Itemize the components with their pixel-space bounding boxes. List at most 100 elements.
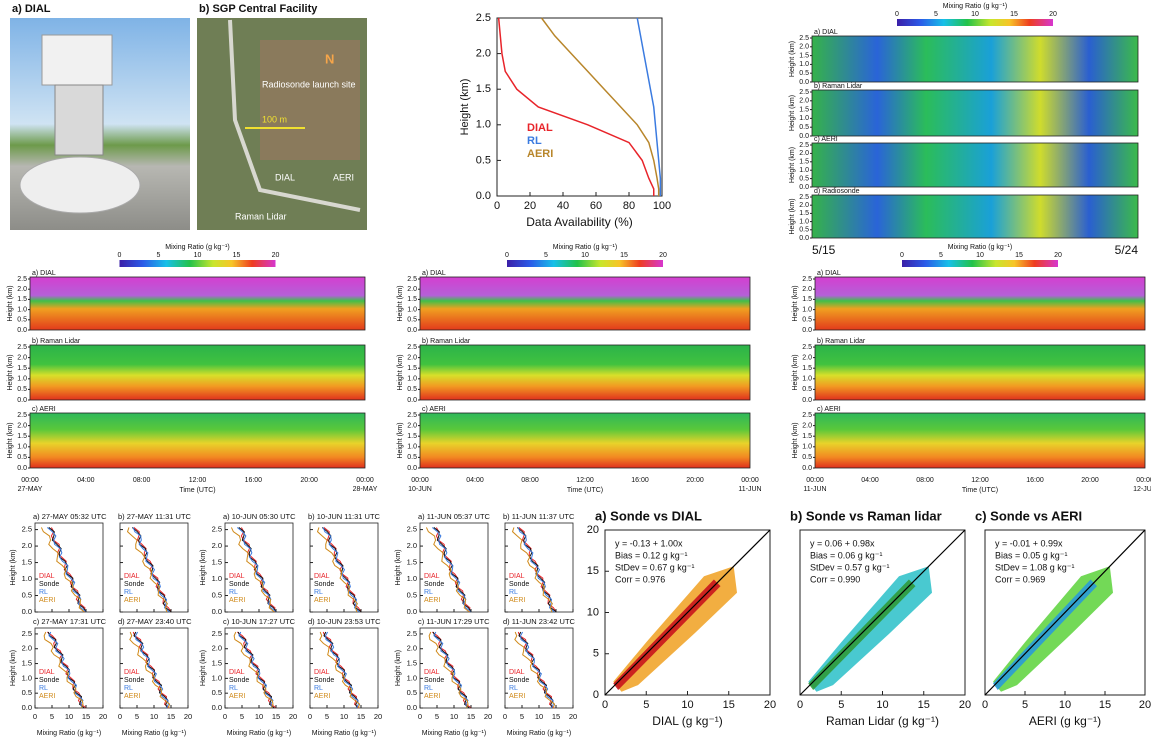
time-height-panel	[811, 194, 1139, 239]
profile-frame	[34, 522, 104, 613]
date-label: 11-JUN	[738, 486, 761, 493]
series-line	[497, 17, 655, 196]
panel-label: a) DIAL	[32, 270, 56, 277]
time-label: 12:00	[576, 477, 594, 484]
x-tick-label: 10	[255, 712, 263, 721]
x-tick-label: 20	[289, 712, 297, 721]
legend-entry: Sonde	[39, 677, 59, 684]
profile-title: a) 10-JUN 05:30 UTC	[223, 512, 296, 521]
legend-entry: Sonde	[229, 581, 249, 588]
road	[228, 19, 361, 212]
y-axis-label: Height (km)	[7, 354, 14, 390]
x-axis-label: Mixing Ratio (g kg⁻¹)	[312, 730, 376, 737]
y-tick-label: 2.0	[17, 354, 27, 361]
legend-entry: RL	[424, 589, 433, 596]
x-tick-label: 0	[118, 712, 122, 721]
y-tick-label: 1.0	[22, 574, 32, 583]
series-line	[636, 17, 662, 196]
legend-entry: Sonde	[509, 677, 529, 684]
y-tick-label: 0	[593, 689, 599, 701]
time-label: 00:00	[1136, 477, 1151, 484]
profile-curve	[520, 631, 554, 709]
x-axis-label: Mixing Ratio (g kg⁻¹)	[37, 730, 101, 737]
x-tick-label: 5	[643, 699, 649, 711]
time-label: 20:00	[1081, 477, 1099, 484]
profile-curve	[40, 527, 85, 613]
profile-curve	[322, 527, 360, 613]
x-tick-label: 5	[435, 712, 439, 721]
y-tick-label: 2.0	[22, 644, 32, 653]
y-tick-label: 0.0	[212, 703, 222, 712]
y-tick-label: 2.5	[407, 525, 417, 534]
x-tick-label: 20	[1139, 699, 1151, 711]
legend-entry: AERI	[229, 693, 245, 700]
profile-frame	[419, 627, 489, 709]
colorbar-tick: 15	[620, 252, 628, 259]
map-label: AERI	[333, 172, 354, 182]
x-tick-label: 0	[602, 699, 608, 711]
y-tick-label: 1.0	[799, 61, 809, 68]
legend-entry: DIAL	[314, 669, 330, 676]
y-tick-label: 1.0	[407, 444, 417, 451]
time-height-panel	[29, 344, 366, 401]
colorbar-tick: 5	[934, 11, 938, 18]
profile-frame	[119, 522, 189, 613]
x-tick-label: 20	[569, 712, 577, 721]
colorbar-tick: 5	[544, 252, 548, 259]
y-tick-label: 2.0	[802, 286, 812, 293]
y-tick-label: 15	[587, 565, 599, 577]
time-label: 00:00	[21, 477, 39, 484]
colorbar-tick: 15	[1010, 11, 1018, 18]
legend-entry: RL	[124, 685, 133, 692]
annotation: y = -0.13 + 1.00x	[615, 538, 683, 548]
y-axis-label: Height (km)	[789, 95, 796, 131]
colorbar-tick: 15	[233, 252, 241, 259]
panel-label: b) Raman Lidar	[817, 338, 866, 345]
y-tick-label: 2.0	[799, 202, 809, 209]
legend-entry: DIAL	[314, 573, 330, 580]
y-tick-label: 1.5	[212, 659, 222, 668]
profile-title: b) 11-JUN 11:37 UTC	[503, 512, 575, 521]
panel-label: d) Radiosonde	[814, 188, 860, 195]
y-tick-label: 5	[593, 648, 599, 660]
y-tick-label: 0.5	[799, 124, 809, 131]
y-tick-label: 2.5	[799, 89, 809, 96]
y-tick-label: 0.0	[799, 79, 809, 86]
x-tick-label: 5	[325, 712, 329, 721]
profile-frame	[504, 522, 574, 613]
legend-entry: RL	[527, 135, 542, 147]
colorbar-tick: 0	[505, 252, 509, 259]
y-tick-label: 2.5	[22, 525, 32, 534]
x-tick-label: 40	[557, 200, 569, 212]
x-tick-label: 0	[982, 699, 988, 711]
date-label: 28-MAY	[353, 486, 378, 493]
colorbar-tick: 20	[272, 252, 280, 259]
y-tick-label: 1.0	[799, 167, 809, 174]
y-tick-label: 1.0	[212, 574, 222, 583]
north: N	[325, 51, 334, 66]
time-height-panel	[814, 344, 1146, 401]
x-tick-label: 15	[82, 712, 90, 721]
y-tick-label: 2.0	[802, 354, 812, 361]
annotation: Corr = 0.990	[810, 574, 860, 584]
y-tick-label: 2.5	[799, 194, 809, 201]
profile-curve	[316, 527, 358, 613]
profile-curve	[325, 631, 359, 709]
profile-curve	[46, 527, 87, 613]
x-tick-label: 20	[99, 712, 107, 721]
x-axis-label: Time (UTC)	[179, 487, 215, 494]
legend-entry: DIAL	[229, 573, 245, 580]
time-label: 16:00	[631, 477, 649, 484]
profile-title: d) 10-JUN 23:53 UTC	[308, 617, 381, 626]
profile-curve	[129, 631, 171, 709]
x-tick-label: 5	[838, 699, 844, 711]
annotation: StDev = 0.67 g kg⁻¹	[615, 562, 695, 572]
y-axis-label: Height (km)	[789, 41, 796, 77]
y-axis-label: Height (km)	[789, 147, 796, 183]
x-tick-label: 20	[484, 712, 492, 721]
time-label: 20:00	[300, 477, 318, 484]
time-height-panel	[419, 276, 751, 331]
y-axis-label: Height (km)	[397, 285, 404, 321]
y-tick-label: 2.0	[17, 422, 27, 429]
y-axis-label: Height (km)	[7, 422, 14, 458]
